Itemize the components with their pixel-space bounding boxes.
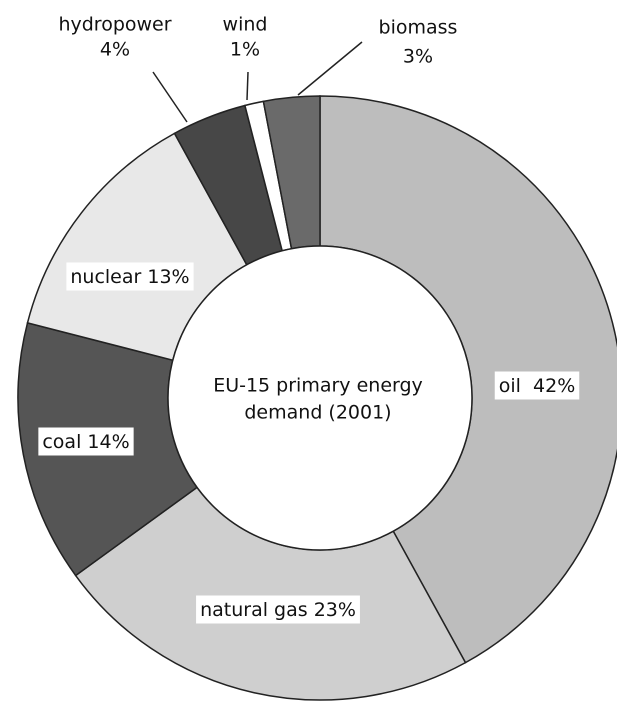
value-label: 14% <box>87 431 129 453</box>
slice-label: nuclear 13% <box>70 266 189 288</box>
category-label: biomass <box>379 17 458 39</box>
leader-line <box>297 41 363 96</box>
value-label: 4% <box>100 39 130 61</box>
category-label: nuclear <box>70 266 141 288</box>
category-label: natural gas <box>200 599 308 621</box>
leader-line <box>246 71 249 101</box>
value-label: 13% <box>147 266 189 288</box>
slice-label: oil 42% <box>499 375 576 397</box>
value-label: 1% <box>230 39 260 61</box>
label-background <box>494 371 580 400</box>
value-label: 42% <box>533 375 575 397</box>
label-background <box>38 427 134 456</box>
category-label: oil <box>499 375 521 397</box>
value-label: 3% <box>403 46 433 68</box>
leader-line <box>152 71 188 123</box>
label-background <box>196 595 360 624</box>
label-background <box>66 262 194 291</box>
slice-label: coal 14% <box>42 431 129 453</box>
labels: oil 42% natural gas 23% coal 14% nuclear 13… <box>38 14 580 624</box>
category-label: wind <box>223 14 268 36</box>
category-label: coal <box>42 431 81 453</box>
center-title: demand (2001) <box>244 402 391 424</box>
value-label: 23% <box>314 599 356 621</box>
category-label: hydropower <box>58 14 171 36</box>
center-title: EU-15 primary energy <box>213 375 423 397</box>
slice-label: natural gas 23% <box>200 599 356 621</box>
inner-circle <box>167 245 473 551</box>
